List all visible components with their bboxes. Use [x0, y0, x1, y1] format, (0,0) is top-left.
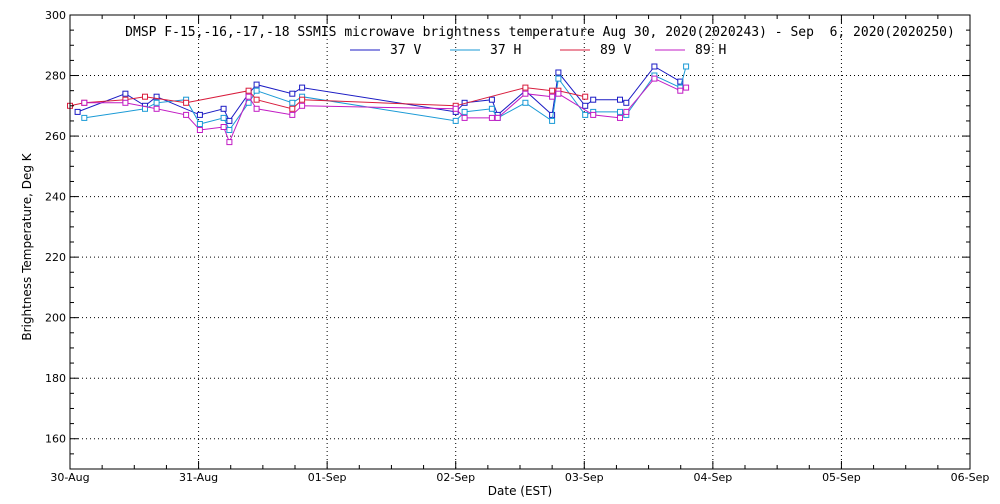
data-point-89h — [153, 105, 160, 112]
data-point-37h — [582, 111, 589, 118]
y-tick-label: 160 — [45, 433, 66, 446]
data-point-89h — [461, 114, 468, 121]
data-point-37h — [488, 105, 495, 112]
data-point-37v — [196, 111, 203, 118]
data-point-37v — [74, 108, 81, 115]
data-point-37v — [549, 111, 556, 118]
data-point-37h — [683, 63, 690, 70]
data-point-37v — [220, 105, 227, 112]
y-tick-label: 240 — [45, 191, 66, 204]
data-point-37v — [677, 78, 684, 85]
data-point-89h — [452, 105, 459, 112]
data-point-89h — [299, 102, 306, 109]
legend-label-37h: 37 H — [490, 43, 521, 58]
data-point-37v — [299, 84, 306, 91]
x-tick-label: 06-Sep — [951, 471, 990, 484]
data-point-89v — [582, 93, 589, 100]
x-tick-label: 02-Sep — [436, 471, 475, 484]
data-point-37h — [220, 114, 227, 121]
data-point-89v — [253, 96, 260, 103]
legend-label-89h: 89 H — [695, 43, 726, 58]
x-axis-label: Date (EST) — [488, 484, 552, 498]
data-point-89v — [522, 84, 529, 91]
data-point-89h — [488, 114, 495, 121]
x-tick-label: 05-Sep — [822, 471, 861, 484]
data-point-89h — [590, 111, 597, 118]
data-point-89h — [81, 99, 88, 106]
data-point-89h — [122, 99, 129, 106]
y-tick-label: 280 — [45, 70, 66, 83]
data-point-89h — [651, 75, 658, 82]
data-point-37v — [488, 96, 495, 103]
data-point-89h — [253, 105, 260, 112]
data-point-89h — [245, 93, 252, 100]
axis-layer: 160 180 200 220 240 260 280 300 30-Aug 31-Aug 01-S… — [45, 9, 989, 484]
data-point-89h — [683, 84, 690, 91]
data-point-37v — [289, 90, 296, 97]
data-point-89h — [494, 114, 501, 121]
data-point-89v — [142, 93, 148, 100]
chart-title: DMSP F-15,-16,-17,-18 SSMIS microwave br… — [125, 25, 955, 40]
data-point-37h — [549, 117, 556, 124]
data-point-89h — [623, 108, 630, 115]
data-point-37h — [253, 87, 260, 94]
data-point-37h — [555, 75, 562, 82]
plot-frame — [69, 14, 971, 470]
data-point-37v — [226, 117, 233, 124]
data-point-37v — [555, 69, 562, 76]
series-layer — [67, 63, 690, 146]
data-point-89v — [299, 96, 306, 103]
x-tick-label: 03-Sep — [565, 471, 604, 484]
data-point-89h — [289, 111, 296, 118]
data-point-37h — [153, 99, 160, 106]
x-tick-label: 01-Sep — [308, 471, 347, 484]
data-point-37v — [122, 90, 129, 97]
y-tick-label: 180 — [45, 372, 66, 385]
data-point-37h — [196, 121, 203, 127]
y-tick-label: 260 — [45, 130, 66, 143]
data-point-89v — [289, 105, 296, 112]
data-point-89h — [617, 114, 623, 121]
data-point-89v — [549, 87, 556, 94]
data-point-37v — [651, 63, 658, 70]
data-point-89v — [245, 87, 252, 94]
data-point-89h — [226, 139, 233, 146]
data-point-89h — [183, 111, 190, 118]
data-point-37h — [522, 99, 529, 106]
data-point-89h — [549, 93, 556, 100]
legend-label-37v: 37 V — [390, 43, 421, 58]
data-point-37h — [226, 127, 233, 133]
legend-label-89v: 89 V — [600, 43, 631, 58]
y-tick-label: 220 — [45, 251, 66, 264]
data-point-37v — [153, 93, 160, 100]
data-point-89h — [196, 127, 203, 133]
y-tick-label: 200 — [45, 312, 66, 325]
data-point-37h — [81, 114, 88, 121]
data-point-37h — [452, 117, 459, 124]
chart-legend: 37 V 37 H 89 V 89 H — [350, 43, 726, 58]
data-point-37v — [253, 81, 260, 88]
x-tick-label: 04-Sep — [694, 471, 733, 484]
data-point-89h — [555, 90, 562, 97]
y-axis-label: Brightness Temperature, Deg K — [20, 152, 34, 340]
series-line-89v — [69, 87, 586, 110]
y-tick-label: 300 — [45, 9, 66, 22]
data-point-37v — [623, 99, 630, 106]
data-point-37h — [617, 108, 623, 115]
data-point-37h — [461, 108, 468, 115]
data-point-37v — [617, 96, 623, 103]
data-point-37v — [582, 102, 589, 109]
data-point-89h — [522, 90, 529, 97]
data-point-89v — [183, 99, 190, 106]
data-point-89h — [220, 124, 227, 130]
data-point-37h — [289, 99, 296, 106]
data-point-89h — [677, 87, 684, 94]
x-tick-label: 30-Aug — [50, 471, 89, 484]
data-point-37v — [590, 96, 597, 103]
x-tick-label: 31-Aug — [179, 471, 218, 484]
grid-layer — [70, 15, 970, 469]
